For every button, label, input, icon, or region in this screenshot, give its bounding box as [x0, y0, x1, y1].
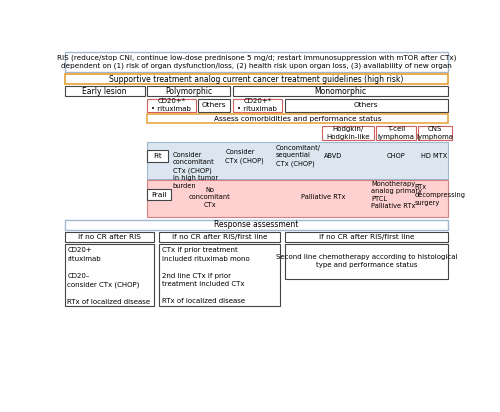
Text: No
concomitant
CTx: No concomitant CTx: [189, 187, 230, 208]
Text: Monotherapy
analog primary
PTCL
Palliative RTx: Monotherapy analog primary PTCL Palliati…: [371, 180, 422, 209]
Bar: [147, 114, 448, 123]
Bar: [418, 126, 452, 140]
Text: Monomorphic: Monomorphic: [314, 87, 366, 96]
Bar: [285, 99, 448, 112]
Bar: [65, 220, 448, 229]
Bar: [376, 126, 416, 140]
Bar: [147, 99, 196, 112]
Bar: [322, 126, 374, 140]
Bar: [233, 87, 448, 96]
Bar: [160, 232, 280, 242]
Bar: [198, 99, 230, 112]
Text: CTx if prior treatment
included rituximab mono

2nd line CTx if prior
treatment : CTx if prior treatment included rituxima…: [162, 247, 250, 304]
Bar: [65, 52, 448, 72]
Text: ABVD: ABVD: [324, 153, 342, 159]
Text: Polymorphic: Polymorphic: [165, 87, 212, 96]
Text: T-cell
lymphoma: T-cell lymphoma: [378, 126, 414, 140]
Text: Fit: Fit: [153, 153, 162, 159]
Text: Assess comorbidities and performance status: Assess comorbidities and performance sta…: [214, 116, 381, 122]
Text: Consider
concomitant
CTx (CHOP)
in high tumor
burden: Consider concomitant CTx (CHOP) in high …: [172, 152, 218, 189]
Bar: [65, 87, 144, 96]
Text: CNS
lymphoma: CNS lymphoma: [417, 126, 454, 140]
Text: RTx
decompressing
surgery: RTx decompressing surgery: [414, 185, 466, 206]
Text: If no CR after RIS: If no CR after RIS: [78, 234, 141, 240]
Bar: [65, 74, 448, 84]
Text: CD20+*
• rituximab: CD20+* • rituximab: [152, 98, 192, 112]
Text: Second line chemotherapy according to histological
type and performance status: Second line chemotherapy according to hi…: [276, 254, 457, 269]
Bar: [147, 150, 168, 162]
Text: Response assessment: Response assessment: [214, 220, 298, 229]
Text: RIS (reduce/stop CNI, continue low-dose prednisone 5 mg/d; restart immunosuppres: RIS (reduce/stop CNI, continue low-dose …: [56, 54, 456, 69]
Text: CD20+*
• rituximab: CD20+* • rituximab: [238, 98, 278, 112]
Text: Consider
CTx (CHOP): Consider CTx (CHOP): [225, 149, 264, 164]
Bar: [285, 232, 448, 242]
Text: CHOP: CHOP: [386, 153, 405, 159]
Text: Others: Others: [354, 102, 378, 108]
Text: Concomitant/
sequential
CTx (CHOP): Concomitant/ sequential CTx (CHOP): [276, 145, 320, 167]
Bar: [147, 189, 171, 200]
Text: CD20+
rituximab

CD20–
consider CTx (CHOP)

RTx of localized disease: CD20+ rituximab CD20– consider CTx (CHOP…: [67, 247, 150, 305]
Text: Frail: Frail: [151, 192, 167, 198]
Text: Others: Others: [202, 102, 226, 108]
Bar: [65, 232, 154, 242]
Text: If no CR after RIS/first line: If no CR after RIS/first line: [318, 234, 414, 240]
Bar: [160, 244, 280, 306]
Bar: [285, 244, 448, 279]
Text: Hodgkin/
Hodgkin-like: Hodgkin/ Hodgkin-like: [326, 126, 370, 140]
Bar: [147, 87, 230, 96]
Text: HD MTX: HD MTX: [422, 153, 448, 159]
Bar: [65, 244, 154, 306]
Bar: [147, 180, 448, 217]
Text: Early lesion: Early lesion: [82, 87, 127, 96]
Text: Palliative RTx: Palliative RTx: [302, 194, 346, 200]
Text: Supportive treatment analog current cancer treatment guidelines (high risk): Supportive treatment analog current canc…: [109, 75, 404, 84]
Text: If no CR after RIS/first line: If no CR after RIS/first line: [172, 234, 267, 240]
Bar: [233, 99, 282, 112]
Bar: [147, 142, 448, 179]
